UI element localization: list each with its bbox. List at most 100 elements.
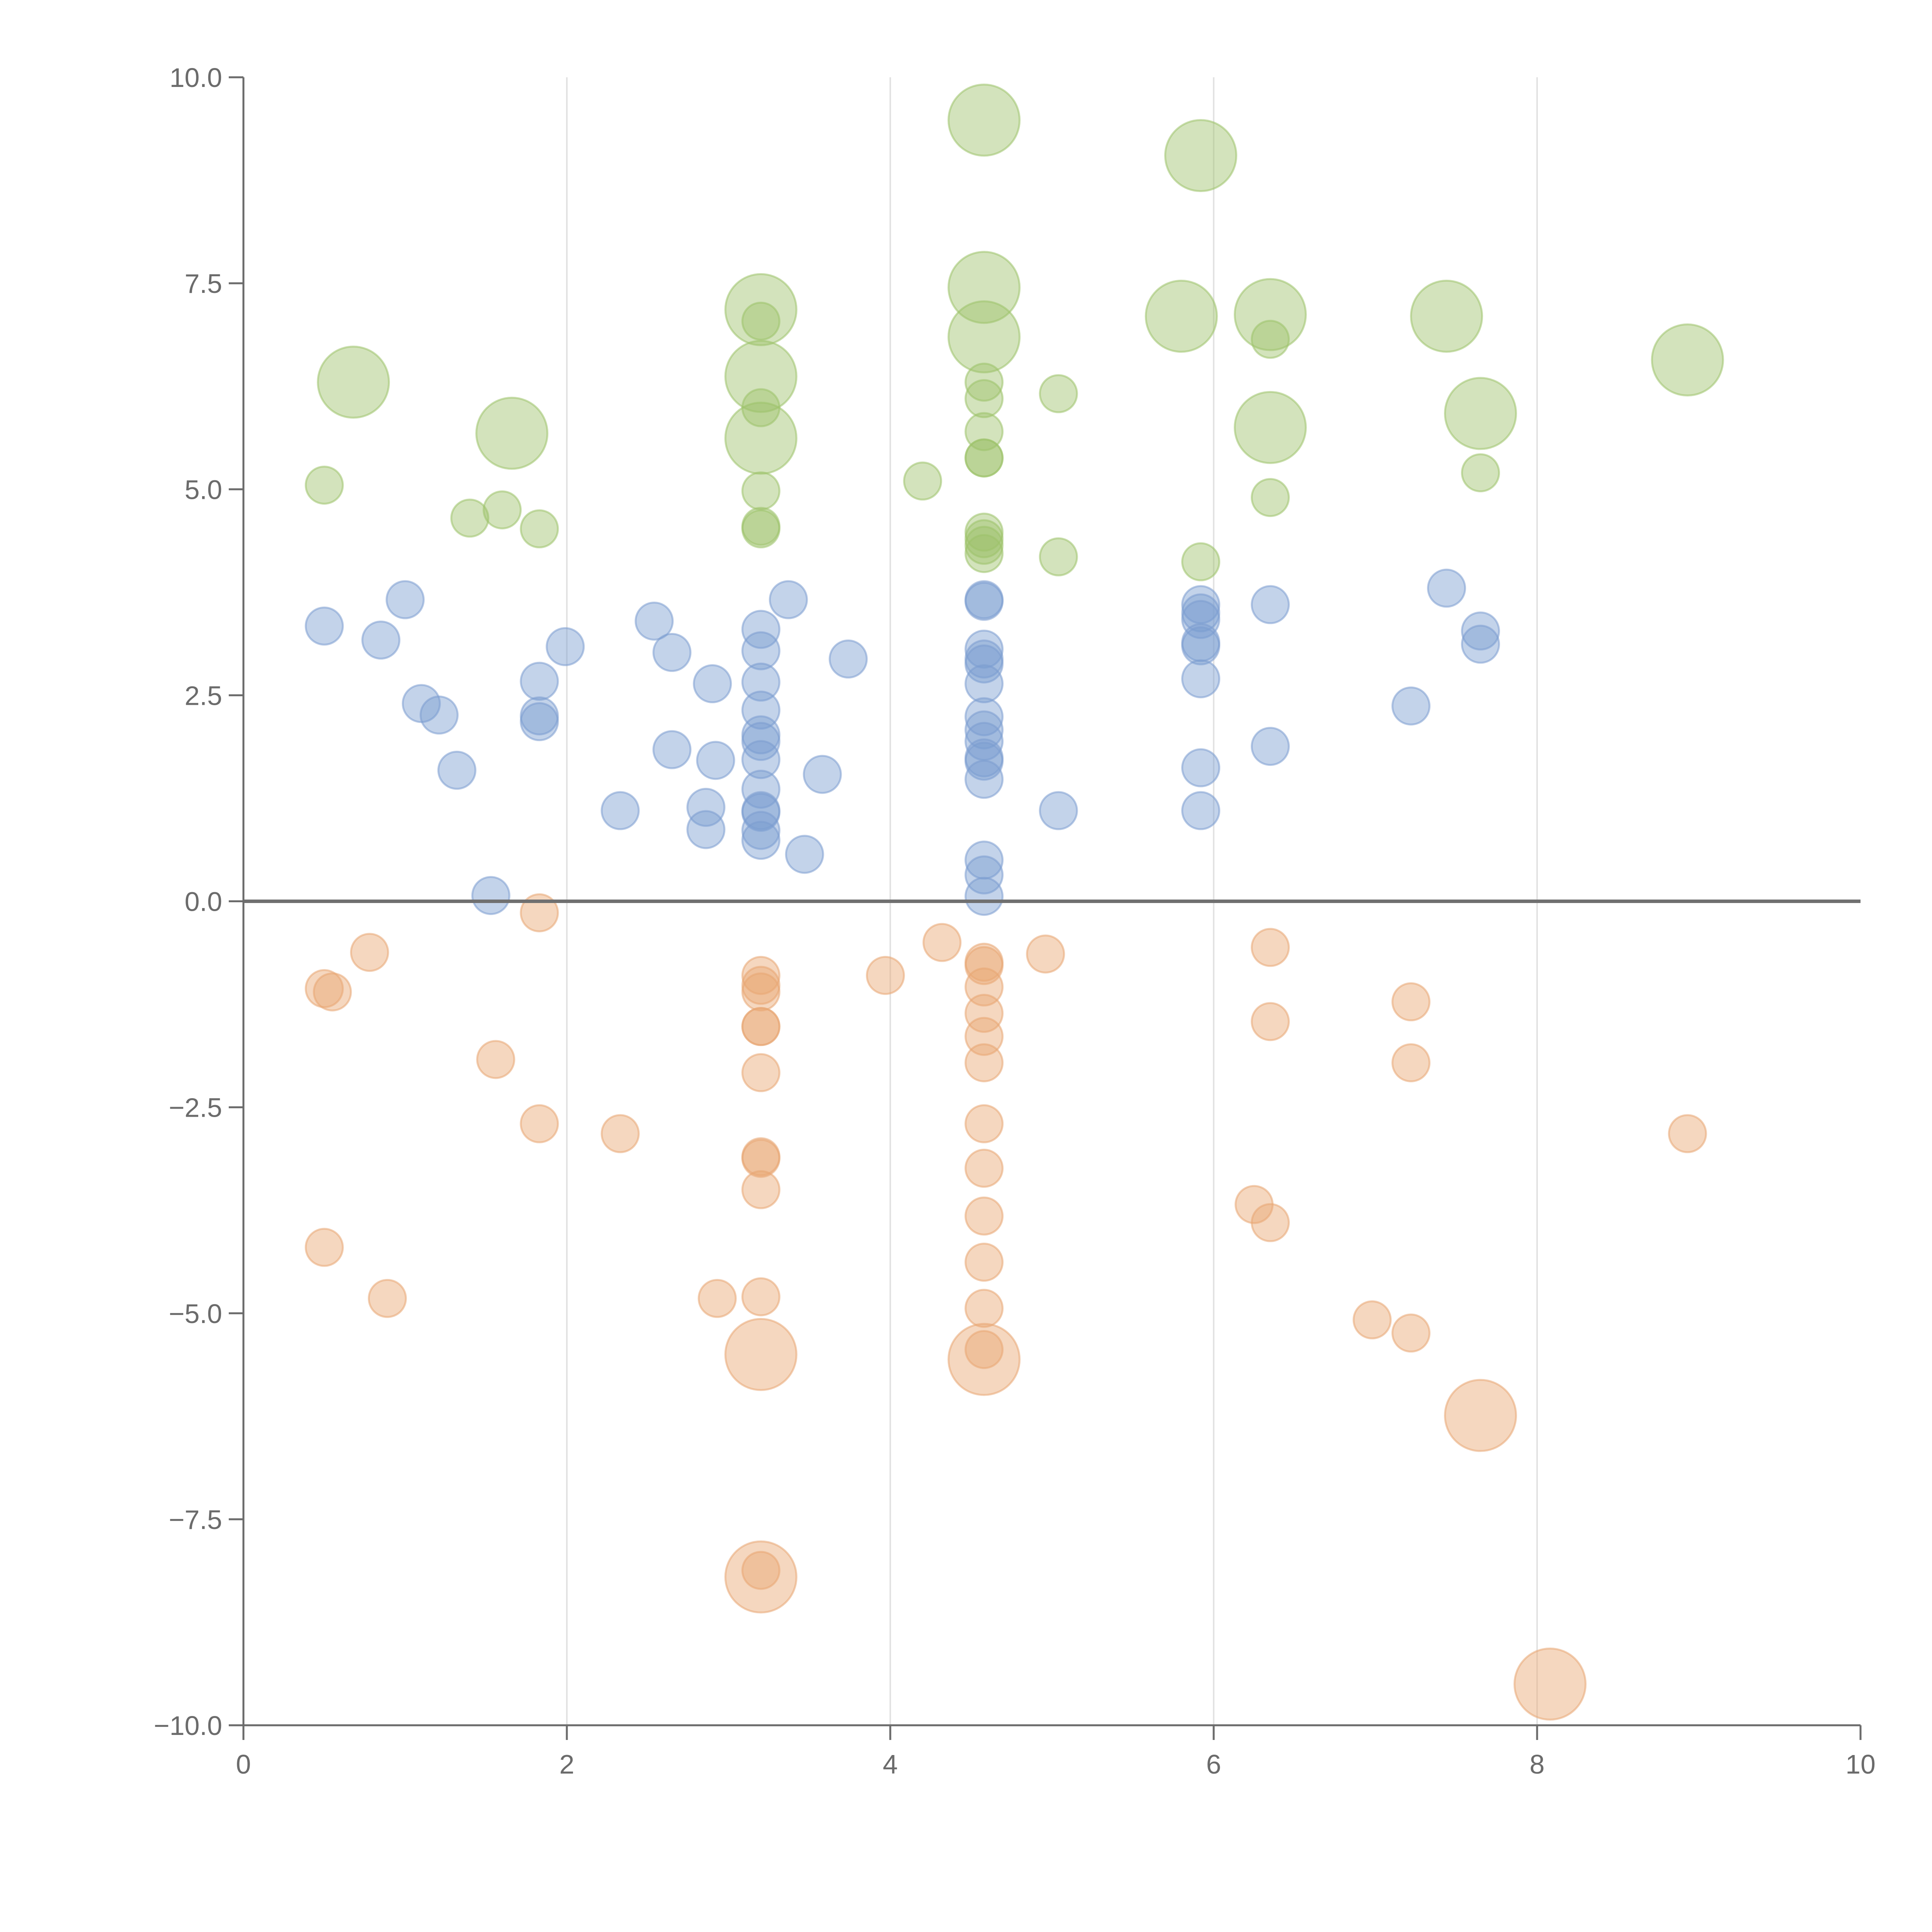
y-tick-label: −2.5 [169, 1093, 222, 1123]
data-point-series-2 [803, 755, 842, 794]
data-point-series-1 [903, 461, 942, 501]
data-point-series-1 [1164, 119, 1238, 192]
y-tick-label: −5.0 [169, 1299, 222, 1329]
data-point-series-1 [947, 300, 1021, 374]
data-point-series-2 [741, 631, 781, 670]
data-point-series-1 [1250, 320, 1290, 359]
data-point-series-3 [520, 893, 559, 932]
data-point-series-3 [1668, 1114, 1707, 1153]
data-point-series-2 [1181, 791, 1221, 830]
data-point-series-1 [724, 401, 798, 475]
data-point-series-3 [947, 1323, 1021, 1396]
data-point-series-2 [1181, 748, 1221, 787]
x-tick-label: 2 [560, 1749, 575, 1779]
data-point-series-1 [1250, 478, 1290, 517]
y-tick-label: 5.0 [185, 474, 222, 505]
data-point-series-2 [600, 791, 640, 830]
data-point-series-1 [741, 509, 781, 549]
data-point-series-3 [1444, 1379, 1517, 1452]
data-point-series-1 [1145, 279, 1218, 353]
data-point-series-1 [741, 471, 781, 511]
data-point-series-1 [964, 534, 1004, 573]
axis-layer: 10.0 7.5 5.0 2.5 0.0 −2.5 −5.0 −7.5 −10.0 0 2 4 6 8 10 [154, 63, 1876, 1779]
y-tick-label: 0.0 [185, 887, 222, 917]
data-point-series-1 [964, 379, 1004, 418]
y-tick-label: −10.0 [154, 1711, 222, 1741]
data-point-series-3 [697, 1279, 737, 1318]
data-point-series-3 [741, 1007, 781, 1046]
data-point-series-2 [741, 811, 781, 850]
data-point-series-3 [741, 1053, 781, 1092]
data-point-series-2 [634, 601, 674, 641]
data-point-series-3 [1352, 1300, 1392, 1340]
data-point-series-1 [1039, 374, 1078, 413]
data-point-series-3 [741, 1551, 781, 1590]
data-point-series-2 [471, 876, 510, 915]
data-point-series-3 [964, 1148, 1004, 1188]
data-point-series-1 [1181, 542, 1221, 582]
data-point-series-1 [1410, 279, 1483, 353]
data-point-series-2 [741, 740, 781, 779]
data-point-series-2 [520, 702, 559, 742]
data-point-series-2 [741, 821, 781, 860]
data-point-series-3 [476, 1040, 515, 1079]
data-point-series-2 [828, 639, 868, 679]
data-point-series-3 [964, 1104, 1004, 1143]
data-point-series-2 [437, 750, 476, 790]
data-point-series-2 [769, 580, 808, 619]
data-point-series-2 [1039, 791, 1078, 830]
data-point-series-1 [947, 83, 1021, 157]
data-point-series-3 [1250, 928, 1290, 967]
data-point-series-1 [741, 301, 781, 341]
data-point-series-2 [741, 662, 781, 702]
data-point-series-3 [313, 972, 352, 1012]
data-point-series-3 [866, 956, 905, 995]
data-point-series-2 [741, 610, 781, 649]
data-point-series-3 [724, 1540, 798, 1614]
x-tick-label: 6 [1206, 1749, 1221, 1779]
data-point-series-2 [652, 730, 692, 769]
data-point-series-2 [304, 606, 344, 646]
data-point-series-2 [686, 810, 726, 849]
x-tick-label: 8 [1530, 1749, 1545, 1779]
data-point-series-3 [741, 956, 781, 995]
data-point-series-1 [1461, 453, 1500, 493]
data-point-series-3 [350, 933, 389, 972]
data-point-series-1 [724, 340, 798, 413]
data-point-series-3 [741, 1170, 781, 1209]
data-point-series-2 [964, 644, 1004, 684]
x-tick-label: 0 [236, 1749, 251, 1779]
data-point-series-3 [964, 1330, 1004, 1369]
data-point-series-2 [964, 710, 1004, 750]
data-point-series-2 [964, 855, 1004, 895]
data-point-series-3 [304, 1228, 344, 1267]
data-point-series-2 [1427, 568, 1466, 608]
data-point-series-2 [1181, 659, 1221, 699]
data-point-series-2 [1250, 585, 1290, 624]
data-point-series-3 [741, 972, 781, 1012]
data-point-series-2 [1250, 727, 1290, 766]
data-point-series-2 [546, 627, 585, 667]
data-point-series-3 [1391, 1043, 1431, 1082]
data-point-series-1 [1651, 323, 1724, 396]
data-point-series-1 [317, 345, 390, 419]
data-point-series-1 [1039, 537, 1078, 577]
data-point-series-3 [922, 923, 962, 962]
data-point-series-3 [964, 994, 1004, 1033]
data-point-series-2 [1461, 624, 1500, 664]
data-point-series-1 [1444, 377, 1517, 450]
bubble-layer [304, 83, 1724, 1721]
y-tick-label: 7.5 [185, 269, 222, 299]
y-tick-label: 10.0 [170, 63, 222, 93]
data-point-series-2 [1181, 626, 1221, 665]
y-tick-label: −7.5 [169, 1505, 222, 1535]
data-point-series-2 [1391, 686, 1431, 726]
data-point-series-2 [361, 620, 401, 660]
data-point-series-3 [1391, 1313, 1431, 1353]
data-point-series-1 [964, 526, 1004, 565]
data-point-series-3 [1250, 1203, 1290, 1242]
data-point-series-3 [724, 1318, 798, 1391]
data-point-series-2 [741, 769, 781, 809]
data-point-series-2 [696, 741, 735, 780]
